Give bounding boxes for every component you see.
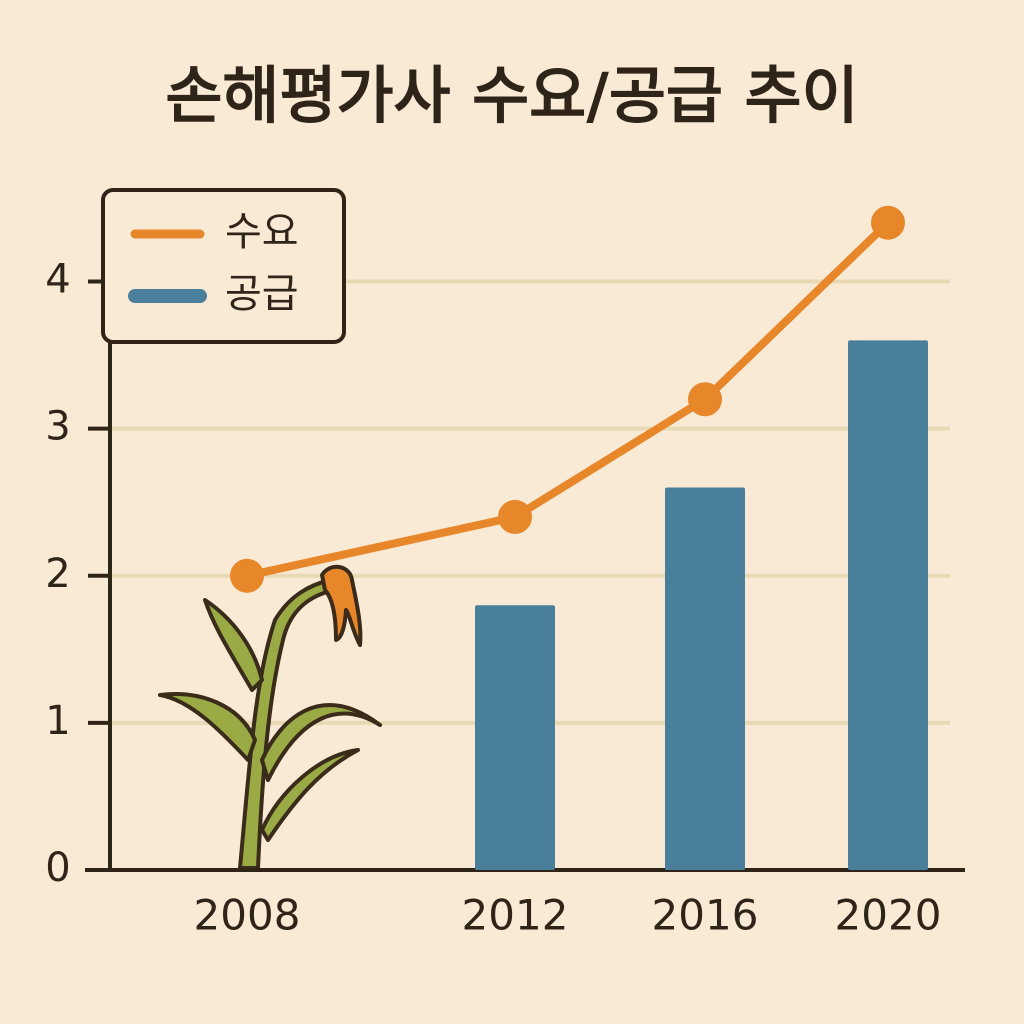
legend-box <box>101 188 346 344</box>
legend-label: 공급 <box>225 271 299 317</box>
x-tick-label: 2020 <box>835 891 942 940</box>
x-tick-label: 2008 <box>194 891 301 940</box>
y-tick-label: 2 <box>45 551 70 597</box>
line <box>246 219 891 580</box>
x-tick-label: 2012 <box>462 891 569 940</box>
y-tick-label: 4 <box>45 257 70 303</box>
bar <box>475 605 555 870</box>
x-tick-label: 2016 <box>652 891 759 940</box>
line-marker <box>230 558 264 593</box>
line-marker <box>688 382 722 417</box>
chart-title: 손해평가사 수요/공급 추이 <box>165 59 858 132</box>
bar <box>665 487 745 870</box>
plant <box>158 564 382 870</box>
legend-label: 수요 <box>225 209 299 255</box>
y-tick-label: 0 <box>45 845 70 891</box>
bar <box>848 340 928 870</box>
line-marker <box>498 499 532 534</box>
line-marker <box>871 205 905 240</box>
y-tick-label: 3 <box>45 404 70 450</box>
y-tick-label: 1 <box>45 698 70 744</box>
